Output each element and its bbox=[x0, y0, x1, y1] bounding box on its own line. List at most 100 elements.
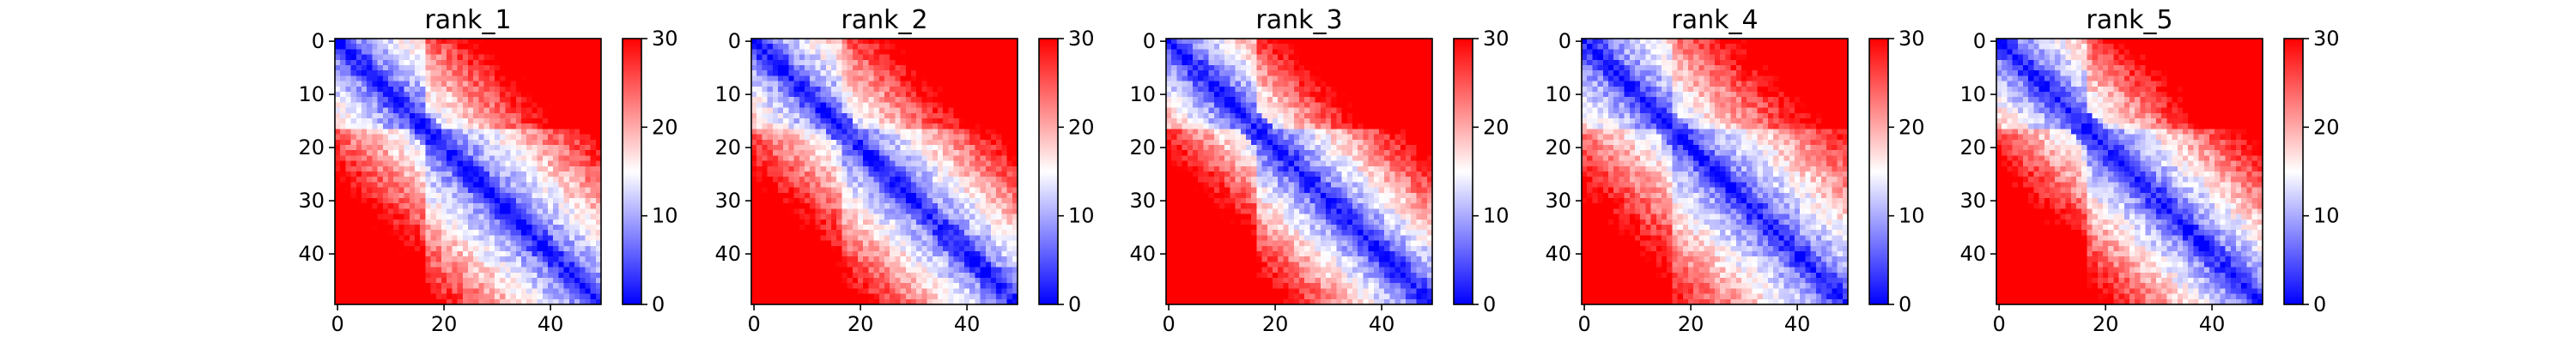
heatmap-cell bbox=[820, 123, 827, 129]
heatmap-cell bbox=[558, 235, 564, 241]
heatmap-cell bbox=[863, 59, 869, 66]
heatmap-cell bbox=[905, 172, 912, 178]
heatmap-cell bbox=[975, 112, 981, 119]
heatmap-cell bbox=[340, 107, 346, 114]
heatmap-cell bbox=[873, 192, 880, 199]
heatmap-cell bbox=[388, 214, 394, 220]
heatmap-cell bbox=[350, 187, 357, 194]
heatmap-cell bbox=[388, 283, 394, 289]
heatmap-cell bbox=[905, 251, 912, 257]
heatmap-cell bbox=[563, 219, 570, 226]
heatmap-cell bbox=[388, 44, 394, 50]
heatmap-cell bbox=[890, 288, 896, 294]
heatmap-cell bbox=[852, 293, 859, 300]
heatmap-cell bbox=[590, 86, 597, 93]
heatmap-cell bbox=[585, 219, 591, 226]
heatmap-cell bbox=[340, 245, 346, 252]
heatmap-cell bbox=[778, 283, 784, 289]
heatmap-cell bbox=[553, 155, 559, 161]
heatmap-cell bbox=[953, 112, 960, 119]
heatmap-cell bbox=[890, 267, 896, 274]
heatmap-cell bbox=[836, 155, 842, 161]
heatmap-cell bbox=[793, 219, 800, 226]
heatmap-cell bbox=[377, 262, 384, 268]
heatmap-cell bbox=[841, 118, 848, 124]
heatmap-cell bbox=[911, 272, 917, 279]
heatmap-cell bbox=[350, 44, 357, 50]
heatmap-cell bbox=[404, 182, 410, 188]
heatmap-cell bbox=[526, 225, 532, 231]
heatmap-cell bbox=[372, 44, 378, 50]
heatmap-cell bbox=[377, 240, 384, 247]
heatmap-cell bbox=[585, 230, 591, 236]
heatmap-cell bbox=[420, 165, 426, 172]
heatmap-cell bbox=[415, 240, 421, 247]
heatmap-cell bbox=[377, 65, 384, 71]
heatmap-cell bbox=[590, 298, 597, 305]
heatmap-cell bbox=[595, 123, 602, 129]
heatmap-cell bbox=[943, 251, 949, 257]
heatmap-cell bbox=[772, 81, 779, 87]
heatmap-cell bbox=[415, 235, 421, 241]
heatmap-cell bbox=[927, 225, 933, 231]
heatmap-cell bbox=[1012, 192, 1018, 199]
heatmap-cell bbox=[858, 112, 864, 119]
heatmap-cell bbox=[580, 198, 586, 204]
heatmap-cell bbox=[783, 283, 789, 289]
heatmap-cell bbox=[916, 267, 922, 274]
heatmap-cell bbox=[585, 59, 591, 66]
heatmap-cell bbox=[890, 225, 896, 231]
heatmap-cell bbox=[468, 39, 474, 45]
heatmap-cell bbox=[398, 298, 404, 305]
heatmap-cell bbox=[1001, 288, 1007, 294]
heatmap-cell bbox=[767, 160, 774, 167]
heatmap-cell bbox=[447, 92, 453, 98]
heatmap-cell bbox=[447, 262, 453, 268]
heatmap-cell bbox=[420, 293, 426, 300]
heatmap-cell bbox=[756, 44, 762, 50]
heatmap-cell bbox=[1006, 70, 1013, 76]
heatmap-cell bbox=[756, 97, 762, 103]
heatmap-cell bbox=[878, 139, 885, 146]
heatmap-cell bbox=[793, 44, 800, 50]
heatmap-cell bbox=[927, 75, 933, 81]
heatmap-cell bbox=[1006, 129, 1013, 135]
heatmap-cell bbox=[767, 278, 774, 284]
heatmap-cell bbox=[515, 198, 522, 204]
heatmap-cell bbox=[350, 70, 357, 76]
heatmap-cell bbox=[825, 262, 832, 268]
heatmap-cell bbox=[563, 256, 570, 262]
heatmap-cell bbox=[825, 214, 832, 220]
heatmap-cell bbox=[585, 160, 591, 167]
heatmap-cell bbox=[825, 112, 832, 119]
heatmap-cell bbox=[532, 39, 538, 45]
heatmap-cell bbox=[441, 230, 447, 236]
heatmap-cell bbox=[900, 134, 907, 141]
heatmap-cell bbox=[756, 283, 762, 289]
heatmap-cell bbox=[884, 182, 890, 188]
heatmap-cell bbox=[398, 203, 404, 209]
heatmap-cell bbox=[921, 102, 927, 108]
heatmap-cell bbox=[350, 49, 357, 55]
heatmap-cell bbox=[1001, 129, 1007, 135]
heatmap-cell bbox=[991, 134, 997, 141]
heatmap-cell bbox=[441, 160, 447, 167]
heatmap-cell bbox=[447, 240, 453, 247]
heatmap-cell bbox=[590, 278, 597, 284]
heatmap-cell bbox=[409, 235, 416, 241]
heatmap-cell bbox=[938, 134, 944, 141]
heatmap-cell bbox=[489, 230, 495, 236]
heatmap-cell bbox=[873, 129, 880, 135]
heatmap-cell bbox=[462, 240, 469, 247]
heatmap-cell bbox=[958, 102, 965, 108]
heatmap-cell bbox=[447, 102, 453, 108]
heatmap-cell bbox=[1012, 293, 1018, 300]
heatmap-cell bbox=[548, 225, 554, 231]
heatmap-cell bbox=[847, 134, 854, 141]
heatmap-cell bbox=[932, 165, 939, 172]
heatmap-cell bbox=[1006, 288, 1013, 294]
heatmap-cell bbox=[580, 75, 586, 81]
heatmap-cell bbox=[553, 267, 559, 274]
heatmap-cell bbox=[590, 203, 597, 209]
heatmap-cell bbox=[515, 39, 522, 45]
